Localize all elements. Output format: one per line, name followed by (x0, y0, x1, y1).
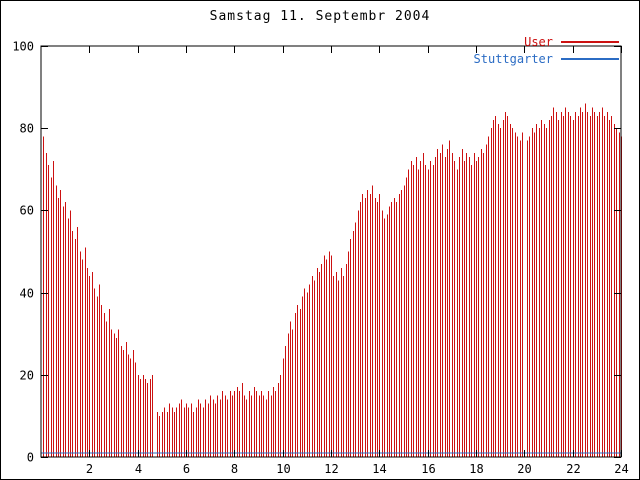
svg-text:20: 20 (517, 462, 531, 476)
chart-legend: User Stuttgarter (474, 35, 619, 66)
svg-text:40: 40 (20, 287, 34, 301)
legend-label-user: User (524, 35, 553, 49)
svg-text:10: 10 (276, 462, 290, 476)
svg-text:18: 18 (469, 462, 483, 476)
svg-text:6: 6 (183, 462, 190, 476)
svg-text:100: 100 (12, 40, 34, 54)
svg-text:20: 20 (20, 369, 34, 383)
svg-text:8: 8 (231, 462, 238, 476)
svg-text:60: 60 (20, 204, 34, 218)
chart-title: Samstag 11. Septembr 2004 (209, 9, 431, 24)
svg-text:12: 12 (324, 462, 338, 476)
legend-item-stuttgarter: Stuttgarter (474, 52, 619, 66)
legend-line-sample-stuttgarter (561, 58, 619, 60)
svg-text:2: 2 (86, 462, 93, 476)
svg-text:4: 4 (135, 462, 142, 476)
svg-text:24: 24 (614, 462, 628, 476)
legend-item-user: User (474, 35, 619, 49)
legend-label-stuttgarter: Stuttgarter (473, 52, 553, 66)
svg-text:14: 14 (372, 462, 386, 476)
svg-text:22: 22 (566, 462, 580, 476)
legend-line-sample-user (561, 41, 619, 43)
svg-text:16: 16 (421, 462, 435, 476)
svg-text:0: 0 (27, 451, 34, 465)
svg-text:80: 80 (20, 122, 34, 136)
